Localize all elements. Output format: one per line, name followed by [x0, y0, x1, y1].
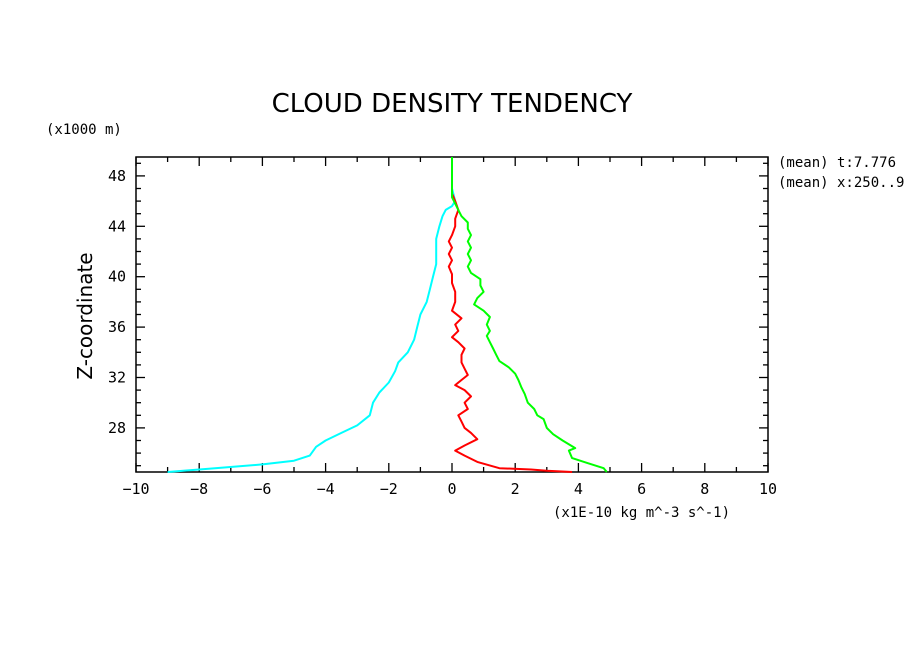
y-unit-label: (x1000 m): [46, 122, 122, 138]
annotation-mean-t: (mean) t:7.776: [778, 155, 896, 171]
chart-title: CLOUD DENSITY TENDENCY: [272, 89, 633, 119]
y-tick-label: 32: [108, 369, 126, 387]
x-tick-label: 10: [759, 480, 777, 498]
y-tick-label: 44: [108, 217, 126, 235]
series-line-3: [451, 157, 608, 473]
series-line-1: [167, 157, 457, 473]
y-tick-label: 40: [108, 268, 126, 286]
data-series: [167, 157, 608, 473]
annotation-mean-x: (mean) x:250..9: [778, 175, 904, 191]
x-tick-label: 6: [637, 480, 646, 498]
x-tick-label: −10: [122, 480, 149, 498]
y-tick-label: 48: [108, 167, 126, 185]
y-tick-label: 36: [108, 318, 126, 336]
y-axis-label: Z-coordinate: [73, 252, 97, 379]
x-tick-label: 2: [511, 480, 520, 498]
x-tick-label: −6: [253, 480, 271, 498]
y-tick-labels: 28 32 36 40 44 48: [108, 167, 126, 437]
y-tick-label: 28: [108, 419, 126, 437]
x-tick-label: 8: [700, 480, 709, 498]
x-tick-labels: −10 −8 −6 −4 −2 0 2 4 6 8 10: [122, 480, 777, 498]
x-tick-label: −2: [380, 480, 398, 498]
x-tick-label: 4: [574, 480, 583, 498]
x-tick-label: −8: [190, 480, 208, 498]
x-unit-label: (x1E-10 kg m^-3 s^-1): [553, 505, 730, 521]
series-line-2: [447, 184, 573, 473]
x-tick-label: 0: [447, 480, 456, 498]
x-tick-label: −4: [317, 480, 335, 498]
